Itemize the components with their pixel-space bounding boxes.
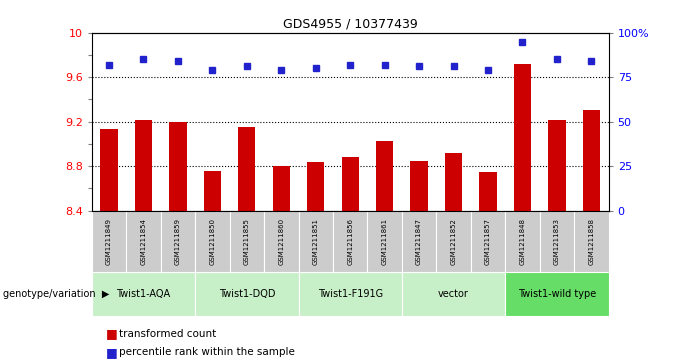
Bar — [367, 211, 402, 272]
Bar — [92, 272, 195, 316]
Bar — [169, 122, 186, 211]
Text: Twist1-wild type: Twist1-wild type — [517, 289, 596, 299]
Text: GSM1211857: GSM1211857 — [485, 218, 491, 265]
Bar — [238, 127, 256, 211]
Text: GSM1211853: GSM1211853 — [554, 218, 560, 265]
Text: GSM1211848: GSM1211848 — [520, 218, 526, 265]
Text: vector: vector — [438, 289, 469, 299]
Bar — [540, 211, 574, 272]
Text: GSM1211859: GSM1211859 — [175, 218, 181, 265]
Bar — [273, 166, 290, 211]
Bar — [195, 272, 299, 316]
Bar — [411, 160, 428, 211]
Text: GSM1211858: GSM1211858 — [588, 218, 594, 265]
Text: GSM1211851: GSM1211851 — [313, 218, 319, 265]
Text: GSM1211850: GSM1211850 — [209, 218, 216, 265]
Bar — [548, 121, 566, 211]
Bar — [471, 211, 505, 272]
Text: GSM1211849: GSM1211849 — [106, 218, 112, 265]
Text: Twist1-F191G: Twist1-F191G — [318, 289, 383, 299]
Bar — [101, 129, 118, 211]
Bar — [135, 121, 152, 211]
Bar — [445, 153, 462, 211]
Text: GSM1211852: GSM1211852 — [451, 218, 456, 265]
Bar — [376, 140, 393, 211]
Bar — [505, 211, 540, 272]
Text: transformed count: transformed count — [119, 329, 216, 339]
Text: Twist1-AQA: Twist1-AQA — [116, 289, 171, 299]
Text: Twist1-DQD: Twist1-DQD — [218, 289, 275, 299]
Bar — [479, 172, 496, 211]
Bar — [333, 211, 367, 272]
Bar — [505, 272, 609, 316]
Text: GSM1211861: GSM1211861 — [381, 218, 388, 265]
Bar — [195, 211, 230, 272]
Bar — [307, 162, 324, 211]
Bar — [230, 211, 264, 272]
Bar — [574, 211, 609, 272]
Text: GSM1211847: GSM1211847 — [416, 218, 422, 265]
Bar — [299, 272, 402, 316]
Bar — [341, 157, 359, 211]
Bar — [126, 211, 160, 272]
Bar — [92, 211, 126, 272]
Bar — [264, 211, 299, 272]
Text: genotype/variation  ▶: genotype/variation ▶ — [3, 289, 109, 299]
Text: ■: ■ — [105, 346, 117, 359]
Text: percentile rank within the sample: percentile rank within the sample — [119, 347, 295, 357]
Bar — [437, 211, 471, 272]
Text: GSM1211856: GSM1211856 — [347, 218, 353, 265]
Text: GSM1211860: GSM1211860 — [278, 218, 284, 265]
Bar — [583, 110, 600, 211]
Text: GSM1211854: GSM1211854 — [141, 218, 146, 265]
Bar — [402, 211, 437, 272]
Bar — [514, 64, 531, 211]
Bar — [299, 211, 333, 272]
Bar — [402, 272, 505, 316]
Bar — [160, 211, 195, 272]
Text: ■: ■ — [105, 327, 117, 340]
Text: GSM1211855: GSM1211855 — [244, 218, 250, 265]
Title: GDS4955 / 10377439: GDS4955 / 10377439 — [283, 17, 418, 30]
Bar — [204, 171, 221, 211]
